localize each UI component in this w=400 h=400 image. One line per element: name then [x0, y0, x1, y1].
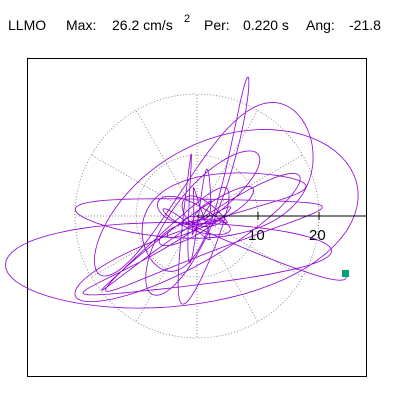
- angle-value: -21.8: [349, 17, 381, 33]
- max-label: Max:: [66, 17, 96, 33]
- radial-line: [196, 215, 303, 278]
- angle-label: Ang:: [306, 17, 335, 33]
- station-name: LLMO: [8, 17, 46, 33]
- period-label: Per:: [204, 17, 230, 33]
- end-marker: [342, 270, 349, 277]
- max-value: 26.2 cm/s: [112, 17, 173, 33]
- motion-trace: [4, 76, 359, 309]
- radial-line: [196, 154, 303, 217]
- period-value: 0.220 s: [243, 17, 289, 33]
- trace-group: [4, 76, 366, 309]
- max-exponent: 2: [184, 13, 190, 25]
- tick-label: 10: [248, 227, 265, 244]
- tick-label: 20: [309, 227, 326, 244]
- radial-line: [91, 154, 198, 217]
- plot-frame: [27, 58, 367, 377]
